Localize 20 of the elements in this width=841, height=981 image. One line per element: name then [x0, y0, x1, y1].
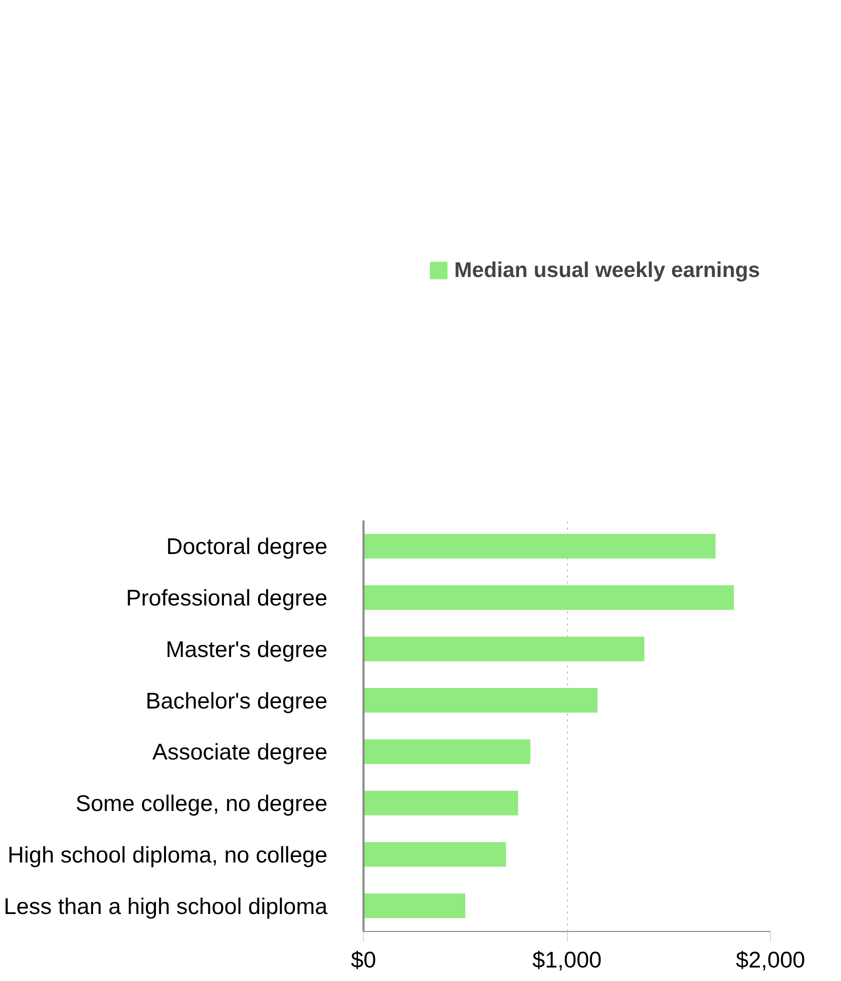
legend-label: Median usual weekly earnings [454, 258, 760, 282]
y-tick-label: Doctoral degree [166, 533, 328, 560]
x-tick-label: $0 [350, 946, 376, 972]
y-tick-label: Less than a high school diploma [4, 892, 328, 919]
bar [364, 739, 530, 764]
bar [364, 585, 734, 610]
x-tick-label: $2,000 [736, 946, 806, 972]
y-tick-label: Some college, no degree [76, 790, 328, 816]
y-tick-label: Bachelor's degree [146, 687, 328, 714]
y-tick-label: High school diploma, no college [8, 841, 328, 868]
y-tick-label: Master's degree [166, 636, 328, 662]
y-tick-label: Professional degree [126, 584, 328, 611]
bar [364, 636, 644, 662]
bar [364, 893, 466, 918]
x-tick-label: $1,000 [532, 946, 602, 972]
bar [364, 790, 518, 816]
y-tick-label: Associate degree [152, 738, 328, 765]
bar [364, 534, 716, 559]
bar [364, 688, 598, 713]
bar [364, 842, 506, 867]
